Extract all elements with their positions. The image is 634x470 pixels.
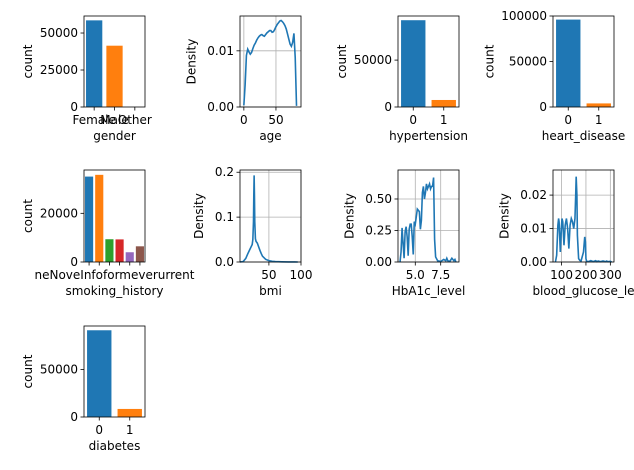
bar-male xyxy=(106,45,123,107)
density-line xyxy=(399,177,457,263)
x-axis-label: HbA1c_level xyxy=(392,284,466,298)
x-tick-label: 1 xyxy=(440,113,448,127)
x-tick-label: 1 xyxy=(126,423,134,437)
chart-HbA1c_level: 5.0 7.5 0.00 0.25 0.50 HbA1c_level Density xyxy=(343,169,466,298)
bar-1 xyxy=(117,408,142,417)
axes-frame xyxy=(397,15,460,108)
y-axis-label: Density xyxy=(185,39,199,85)
bar-0 xyxy=(87,330,112,417)
x-axis-label: age xyxy=(259,129,281,143)
y-axis-label: count xyxy=(335,44,349,78)
y-tick-label: 0.0 xyxy=(215,255,234,269)
x-tick-label: 0 xyxy=(409,113,417,127)
axes-frame xyxy=(552,15,615,108)
y-tick-label: 25000 xyxy=(40,63,78,77)
x-tick-label: 5.0 xyxy=(406,268,425,282)
x-tick-label: 7.5 xyxy=(431,268,450,282)
x-tick-label: 100 xyxy=(290,268,313,282)
bar-ever xyxy=(135,246,144,262)
bar-1 xyxy=(586,103,611,107)
y-axis-label: count xyxy=(482,44,496,78)
axes-frame xyxy=(397,169,460,263)
x-axis-label: heart_disease xyxy=(542,129,626,143)
x-tick-label: 0 xyxy=(564,113,572,127)
bar-not-current xyxy=(125,252,134,262)
y-tick-label: 0.00 xyxy=(520,255,547,269)
axes-frame xyxy=(83,169,146,263)
y-tick-label: 0 xyxy=(70,100,78,114)
bar-former xyxy=(105,239,114,262)
y-tick-label: 0.50 xyxy=(365,192,392,206)
y-axis-label: Density xyxy=(192,193,206,239)
x-tick-label: 200 xyxy=(574,268,597,282)
x-tick-label: Male xyxy=(100,113,128,127)
bar-current xyxy=(115,239,124,262)
y-tick-label: 100000 xyxy=(501,9,547,23)
y-tick-label: 50000 xyxy=(354,53,392,67)
x-axis-label: hypertension xyxy=(389,129,468,143)
bar-0 xyxy=(556,19,581,108)
axes-frame xyxy=(83,325,146,418)
chart-heart_disease: 0 1 0 50000 100000 heart_disease count xyxy=(482,9,625,143)
y-tick-label: 0.2 xyxy=(215,165,234,179)
y-tick-label: 0 xyxy=(70,255,78,269)
x-tick-labels: neNoveInfoformeverurrent xyxy=(35,268,195,282)
x-tick-label: 0 xyxy=(240,113,248,127)
x-tick-label: 50 xyxy=(261,268,276,282)
y-axis-label: count xyxy=(21,199,35,233)
y-axis-label: Density xyxy=(343,193,357,239)
y-tick-label: 0.01 xyxy=(207,44,234,58)
density-line xyxy=(554,176,612,263)
y-tick-label: 50000 xyxy=(40,26,78,40)
x-axis-label: blood_glucose_le xyxy=(532,284,634,298)
y-tick-label: 0.02 xyxy=(520,188,547,202)
y-tick-label: 0 xyxy=(384,100,392,114)
y-tick-label: 0.00 xyxy=(207,100,234,114)
chart-bmi: 50 100 0.0 0.1 0.2 bmi Density xyxy=(192,165,312,298)
x-axis-label: smoking_history xyxy=(65,284,163,298)
y-axis-label: count xyxy=(21,44,35,78)
y-tick-label: 20000 xyxy=(40,206,78,220)
density-line xyxy=(243,19,298,106)
x-axis-label: gender xyxy=(93,129,136,143)
chart-blood_glucose_le: 100 200 300 0.00 0.01 0.02 blood_glucose_le Den… xyxy=(498,169,634,298)
y-tick-label: 0 xyxy=(539,100,547,114)
x-axis-label: bmi xyxy=(259,284,282,298)
y-tick-label: 0.1 xyxy=(215,210,234,224)
y-tick-label: 0.25 xyxy=(365,223,392,237)
bar-never xyxy=(85,176,94,262)
x-tick-label: 300 xyxy=(599,268,622,282)
x-tick-label: 0 xyxy=(95,423,103,437)
y-tick-label: 0.01 xyxy=(520,222,547,236)
y-tick-label: 50000 xyxy=(509,55,547,69)
x-tick-label: 50 xyxy=(268,113,283,127)
bar-no-info xyxy=(95,174,104,262)
axes-frame xyxy=(239,15,302,108)
bar-1 xyxy=(431,99,456,107)
x-tick-label: Other xyxy=(118,113,152,127)
x-axis-label: diabetes xyxy=(89,439,141,453)
axes-frame xyxy=(83,15,146,108)
x-tick-label: 100 xyxy=(550,268,573,282)
chart-hypertension: 0 1 0 50000 hypertension count xyxy=(335,15,468,143)
bar-female xyxy=(86,20,103,107)
axes-frame xyxy=(239,169,302,263)
y-tick-label: 0.00 xyxy=(365,255,392,269)
chart-age: 0 50 0.00 0.01 age Density xyxy=(185,15,302,143)
x-tick-label: Female xyxy=(72,113,115,127)
x-tick-label: 1 xyxy=(595,113,603,127)
density-line xyxy=(239,175,298,263)
y-tick-label: 0 xyxy=(70,410,78,424)
y-tick-label: 50000 xyxy=(40,363,78,377)
bar-0 xyxy=(401,20,426,107)
y-axis-label: count xyxy=(21,354,35,388)
chart-diabetes: 0 1 0 50000 diabetes count xyxy=(21,325,146,453)
y-axis-label: Density xyxy=(498,193,512,239)
axes-frame xyxy=(552,169,615,263)
